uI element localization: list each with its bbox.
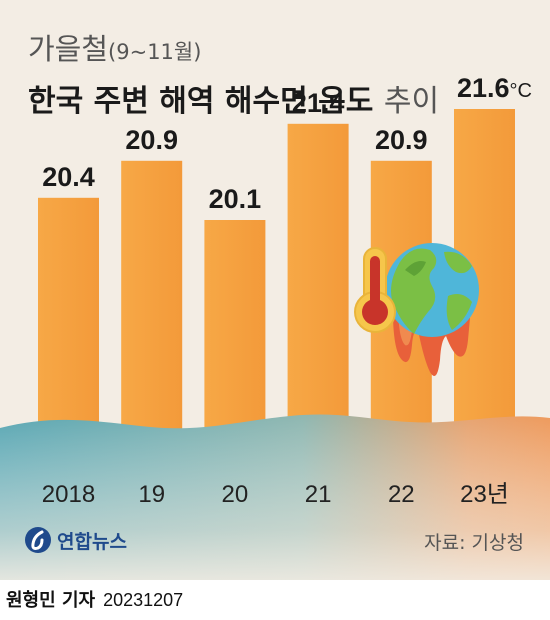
title-main: 한국 주변 해역 해수면 온도 [28,84,374,119]
yonhap-logo: 연합뉴스 [24,526,127,554]
x-tick-5: 23년 [460,481,509,508]
unit-label: °C [510,80,532,102]
bar-0 [38,197,99,440]
thermometer-icon [354,247,396,333]
yonhap-logo-icon [25,527,51,553]
value-label-1: 20.9 [125,125,178,155]
x-tick-0: 2018 [42,481,95,508]
value-label-2: 20.1 [209,184,262,214]
bar-1 [121,160,183,441]
x-tick-1: 19 [138,481,165,508]
logo-text: 연합뉴스 [57,530,127,553]
source-note: 자료: 기상청 [424,532,524,554]
sea-wave [0,414,550,580]
x-tick-2: 20 [222,481,249,508]
value-label-5: 21.6°C [457,73,532,103]
value-label-3: 21.4 [292,88,345,118]
title-months: (9~11월) [108,40,202,64]
value-label-0: 20.4 [42,162,95,192]
chart: 20.4 20.9 20.1 21.4 20.9 21.6°C 2018 19 20 21 22 2… [0,73,550,580]
globe-thermometer-illustration [354,243,479,376]
chart-subtitle: 가을철(9~11월) [28,26,201,68]
x-tick-3: 21 [305,481,332,508]
chart-title: 한국 주변 해역 해수면 온도 추이 [28,76,439,120]
title-season: 가을철 [28,32,109,66]
bar-3 [287,123,349,441]
reporter-name: 원형민 기자 [6,590,96,611]
bar-2 [204,220,266,440]
value-label-4: 20.9 [375,125,428,155]
infographic: 20.4 20.9 20.1 21.4 20.9 21.6°C 2018 19 20 21 22 2… [0,0,550,580]
x-tick-4: 22 [388,481,415,508]
title-trend: 추이 [383,84,440,119]
publish-date: 20231207 [103,590,184,610]
byline: 원형민 기자 20231207 [6,586,183,612]
